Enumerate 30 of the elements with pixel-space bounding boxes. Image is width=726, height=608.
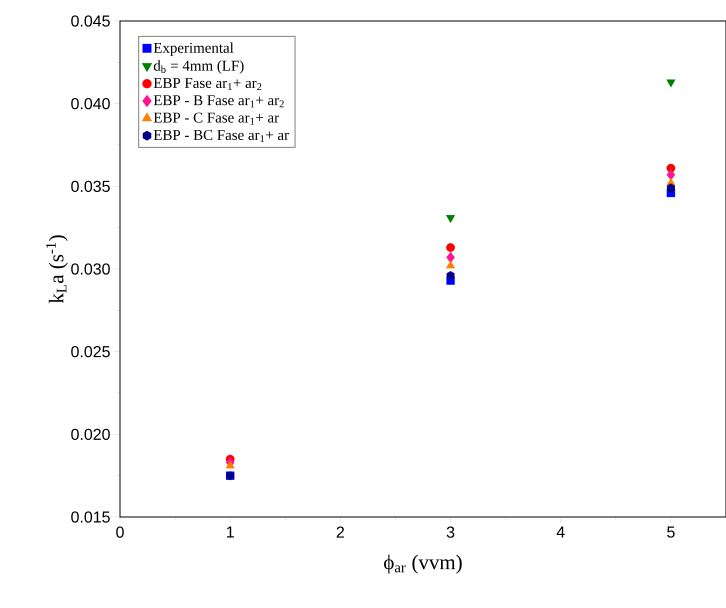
x-tick-label: 0 [116,526,124,538]
x-tick-label: 3 [446,526,454,538]
point [666,183,675,193]
point [666,79,676,88]
y-tick-label: 0.025 [71,346,110,358]
y-tick-label: 0.045 [71,15,110,27]
point [446,271,455,280]
x-axis-title: ϕ$_{ar}$ (vvm) [384,554,462,574]
legend-label: d$_{b}$ = 4mm (LF) [154,60,244,74]
legend-label: Experimental [154,42,234,56]
y-tick-label: 0.035 [71,180,110,192]
legend-label: EBP Fase ar$_{1}$+ ar$_{2}$ [154,78,262,90]
y-axis-title: k$_{L}$a (s$^{-1}$) [46,235,68,304]
point [446,252,455,264]
y-tick-label: 0.020 [71,428,110,440]
x-tick-label: 5 [667,526,675,538]
point [446,243,455,252]
point [226,460,235,468]
point [446,215,456,223]
y-tick-label: 0.030 [71,263,110,275]
x-tick-label: 4 [556,526,565,538]
x-tick-label: 2 [336,526,344,538]
x-tick-label: 1 [226,526,234,538]
legend-label: EBP - B Fase ar$_{1}$+ ar$_{2}$ [154,95,284,108]
y-tick-label: 0.040 [71,98,110,110]
point [446,260,456,268]
legend-label: EBP - C Fase ar$_{1}$+ ar [154,112,279,125]
point [666,169,676,180]
y-tick-label: 0.015 [71,511,110,523]
legend-label: EBP - BC Fase ar$_{1}$+ ar [154,130,289,142]
